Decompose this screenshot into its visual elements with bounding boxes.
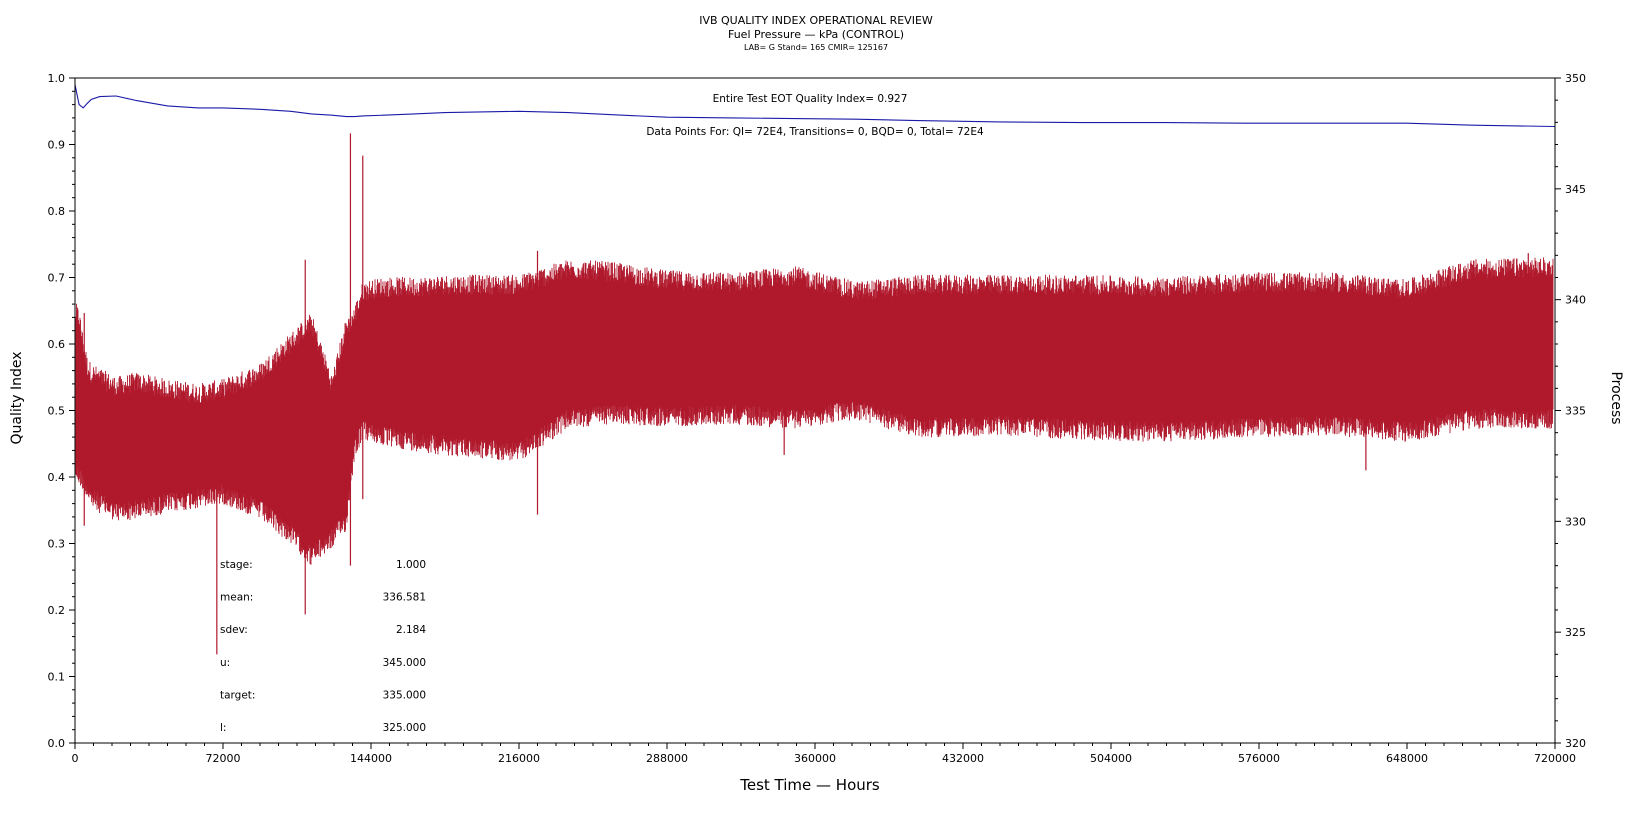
x-tick-label: 720000 <box>1534 752 1576 765</box>
left-y-tick-label: 0.0 <box>48 737 66 750</box>
stats-value: 1.000 <box>396 559 426 571</box>
right-y-tick-label: 345 <box>1565 183 1586 196</box>
x-tick-label: 360000 <box>794 752 836 765</box>
right-y-tick-label: 325 <box>1565 626 1586 639</box>
stats-label: mean: <box>220 592 253 604</box>
x-tick-label: 216000 <box>498 752 540 765</box>
x-tick-label: 72000 <box>206 752 241 765</box>
right-y-tick-label: 335 <box>1565 405 1586 418</box>
x-axis-label: Test Time — Hours <box>739 776 880 794</box>
chart-title: IVB QUALITY INDEX OPERATIONAL REVIEW <box>699 14 933 27</box>
left-y-tick-label: 0.2 <box>48 604 66 617</box>
stats-label: target: <box>220 689 255 701</box>
left-y-tick-label: 0.7 <box>48 272 66 285</box>
left-y-tick-label: 0.4 <box>48 471 66 484</box>
left-y-tick-label: 0.5 <box>48 405 66 418</box>
left-y-tick-label: 0.1 <box>48 671 66 684</box>
left-y-tick-label: 0.8 <box>48 205 66 218</box>
data-points-annotation: Data Points For: QI= 72E4, Transitions= … <box>646 126 984 138</box>
x-tick-label: 432000 <box>942 752 984 765</box>
stats-block: stage: 1.000 mean: 336.581 sdev: 2.184 u: 345.0… <box>220 559 426 734</box>
right-y-tick-label: 350 <box>1565 72 1586 85</box>
left-y-tick-label: 0.3 <box>48 538 66 551</box>
quality-index-line <box>74 84 1556 128</box>
left-y-axis-label: Quality Index <box>9 351 25 444</box>
quality-index-series <box>74 84 1556 128</box>
x-tick-label: 648000 <box>1386 752 1428 765</box>
x-tick-label: 144000 <box>350 752 392 765</box>
right-y-tick-label: 330 <box>1565 515 1586 528</box>
stats-label: l: <box>220 722 226 734</box>
right-y-tick-label: 320 <box>1565 737 1586 750</box>
stats-label: u: <box>220 657 230 669</box>
stats-value: 336.581 <box>383 592 426 604</box>
x-tick-label: 0 <box>72 752 79 765</box>
right-y-tick-label: 340 <box>1565 294 1586 307</box>
left-y-tick-label: 0.9 <box>48 139 66 152</box>
left-y-tick-label: 1.0 <box>48 72 66 85</box>
stats-value: 2.184 <box>396 624 426 636</box>
x-tick-label: 288000 <box>646 752 688 765</box>
chart-lab-line: LAB= G Stand= 165 CMIR= 125167 <box>743 43 889 52</box>
x-tick-label: 576000 <box>1238 752 1280 765</box>
right-y-axis-label: Process <box>1608 371 1624 424</box>
stats-value: 335.000 <box>383 689 426 701</box>
stats-label: sdev: <box>220 624 248 636</box>
x-tick-label: 504000 <box>1090 752 1132 765</box>
process-series <box>75 133 1554 655</box>
left-y-tick-label: 0.6 <box>48 338 66 351</box>
axes: 0 72000 144000 216000 288000 360000 432000 5040… <box>48 72 1587 765</box>
process-band <box>75 257 1554 565</box>
stats-label: stage: <box>220 559 253 571</box>
chart-subtitle: Fuel Pressure — kPa (CONTROL) <box>727 28 905 41</box>
stats-value: 345.000 <box>383 657 426 669</box>
qi-summary-annotation: Entire Test EOT Quality Index= 0.927 <box>713 93 908 105</box>
stats-value: 325.000 <box>383 722 426 734</box>
